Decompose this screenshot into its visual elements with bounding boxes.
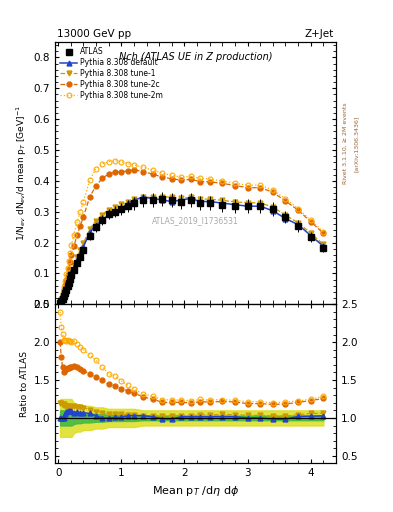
Text: ATLAS_2019_I1736531: ATLAS_2019_I1736531 <box>152 216 239 225</box>
Text: Z+Jet: Z+Jet <box>305 29 334 39</box>
X-axis label: Mean p$_T$ /d$\eta$ d$\phi$: Mean p$_T$ /d$\eta$ d$\phi$ <box>152 484 239 498</box>
Text: 13000 GeV pp: 13000 GeV pp <box>57 29 131 39</box>
Text: Rivet 3.1.10, ≥ 2M events: Rivet 3.1.10, ≥ 2M events <box>343 102 348 184</box>
Y-axis label: Ratio to ATLAS: Ratio to ATLAS <box>20 351 29 417</box>
Text: [arXiv:1306.3436]: [arXiv:1306.3436] <box>354 115 359 172</box>
Legend: ATLAS, Pythia 8.308 default, Pythia 8.308 tune-1, Pythia 8.308 tune-2c, Pythia 8: ATLAS, Pythia 8.308 default, Pythia 8.30… <box>57 44 166 103</box>
Text: Nch (ATLAS UE in Z production): Nch (ATLAS UE in Z production) <box>119 52 272 62</box>
Y-axis label: 1/N$_{ev}$ dN$_{ev}$/d mean p$_T$ [GeV]$^{-1}$: 1/N$_{ev}$ dN$_{ev}$/d mean p$_T$ [GeV]$… <box>15 105 29 241</box>
